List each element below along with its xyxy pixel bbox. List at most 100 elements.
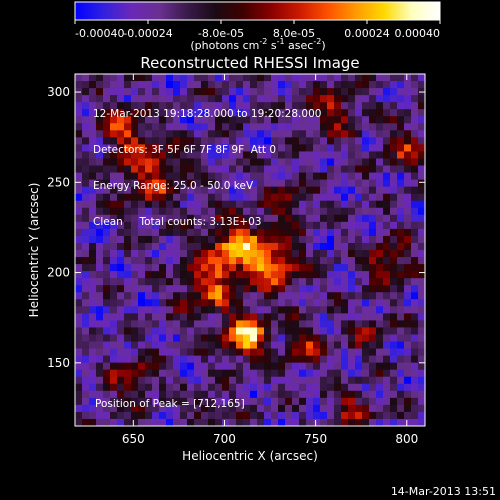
- heatmap-cell: [236, 278, 244, 286]
- heatmap-cell: [250, 242, 258, 251]
- heatmap-cell: [299, 250, 307, 258]
- heatmap-cell: [306, 306, 314, 314]
- heatmap-cell: [250, 123, 258, 131]
- heatmap-cell: [131, 320, 139, 328]
- heatmap-cell: [390, 151, 398, 159]
- heatmap-cell: [285, 362, 293, 371]
- heatmap-cell: [404, 81, 412, 89]
- heatmap-cell: [264, 165, 272, 174]
- heatmap-cell: [222, 341, 230, 350]
- heatmap-cell: [292, 116, 300, 124]
- heatmap-cell: [306, 327, 314, 335]
- heatmap-cell: [355, 88, 363, 96]
- heatmap-cell: [390, 348, 398, 357]
- heatmap-cell: [383, 355, 391, 364]
- heatmap-cell: [257, 313, 265, 321]
- heatmap-cell: [264, 200, 272, 209]
- heatmap-cell: [341, 144, 349, 152]
- heatmap-cell: [376, 102, 384, 110]
- heatmap-cell: [292, 207, 300, 216]
- heatmap-cell: [334, 313, 342, 321]
- heatmap-cell: [82, 235, 90, 244]
- heatmap-cell: [355, 207, 363, 216]
- heatmap-cell: [271, 179, 279, 188]
- heatmap-cell: [82, 214, 90, 223]
- heatmap-cell: [222, 397, 230, 406]
- heatmap-cell: [369, 390, 377, 399]
- heatmap-cell: [75, 242, 83, 251]
- heatmap-cell: [292, 151, 300, 159]
- heatmap-cell: [194, 404, 202, 413]
- heatmap-cell: [292, 355, 300, 364]
- heatmap-cell: [292, 137, 300, 145]
- heatmap-cell: [180, 271, 188, 279]
- heatmap-cell: [278, 341, 286, 350]
- heatmap-cell: [327, 285, 335, 293]
- heatmap-cell: [145, 306, 153, 314]
- heatmap-cell: [180, 250, 188, 258]
- heatmap-cell: [229, 172, 237, 181]
- heatmap-cell: [110, 264, 118, 272]
- heatmap-cell: [313, 221, 321, 230]
- heatmap-cell: [201, 271, 209, 279]
- heatmap-cell: [215, 404, 223, 413]
- heatmap-cell: [348, 362, 356, 371]
- heatmap-cell: [278, 214, 286, 223]
- heatmap-cell: [348, 327, 356, 335]
- heatmap-cell: [138, 242, 146, 251]
- heatmap-cell: [75, 299, 83, 307]
- heatmap-cell: [166, 411, 174, 420]
- heatmap-cell: [299, 179, 307, 188]
- heatmap-cell: [369, 313, 377, 321]
- heatmap-cell: [173, 362, 181, 371]
- heatmap-cell: [138, 341, 146, 350]
- heatmap-cell: [89, 313, 97, 321]
- heatmap-cell: [362, 235, 370, 244]
- heatmap-cell: [362, 348, 370, 357]
- heatmap-cell: [110, 397, 118, 406]
- heatmap-cell: [215, 151, 223, 159]
- heatmap-cell: [159, 116, 167, 124]
- heatmap-cell: [404, 88, 412, 96]
- heatmap-cell: [110, 102, 118, 110]
- heatmap-cell: [236, 207, 244, 216]
- heatmap-cell: [362, 193, 370, 202]
- heatmap-cell: [404, 193, 412, 202]
- heatmap-cell: [299, 151, 307, 159]
- heatmap-cell: [159, 179, 167, 188]
- chart-title: Reconstructed RHESSI Image: [140, 54, 359, 72]
- heatmap-cell: [411, 264, 419, 272]
- heatmap-cell: [117, 144, 125, 152]
- heatmap-cell: [166, 172, 174, 181]
- heatmap-cell: [278, 200, 286, 209]
- heatmap-cell: [173, 264, 181, 272]
- heatmap: [75, 74, 426, 427]
- heatmap-cell: [348, 144, 356, 152]
- heatmap-cell: [264, 390, 272, 399]
- heatmap-cell: [278, 404, 286, 413]
- heatmap-cell: [257, 165, 265, 174]
- heatmap-cell: [166, 292, 174, 300]
- heatmap-cell: [124, 341, 132, 350]
- heatmap-cell: [194, 179, 202, 188]
- heatmap-cell: [131, 271, 139, 279]
- heatmap-cell: [278, 165, 286, 174]
- heatmap-cell: [313, 109, 321, 117]
- heatmap-cell: [201, 264, 209, 272]
- heatmap-cell: [89, 327, 97, 335]
- heatmap-cell: [348, 186, 356, 195]
- heatmap-cell: [229, 193, 237, 202]
- heatmap-cell: [341, 376, 349, 385]
- heatmap-cell: [166, 271, 174, 279]
- heatmap-cell: [271, 151, 279, 159]
- heatmap-cell: [180, 341, 188, 350]
- heatmap-cell: [313, 200, 321, 209]
- heatmap-cell: [292, 200, 300, 209]
- heatmap-cell: [404, 102, 412, 110]
- heatmap-cell: [264, 320, 272, 328]
- heatmap-cell: [320, 235, 328, 244]
- heatmap-cell: [117, 320, 125, 328]
- heatmap-cell: [397, 158, 405, 167]
- x-tick-label: 700: [213, 432, 236, 446]
- heatmap-cell: [152, 81, 160, 89]
